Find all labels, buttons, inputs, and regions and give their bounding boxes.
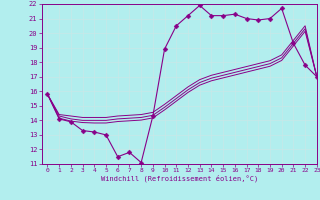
X-axis label: Windchill (Refroidissement éolien,°C): Windchill (Refroidissement éolien,°C)	[100, 175, 258, 182]
